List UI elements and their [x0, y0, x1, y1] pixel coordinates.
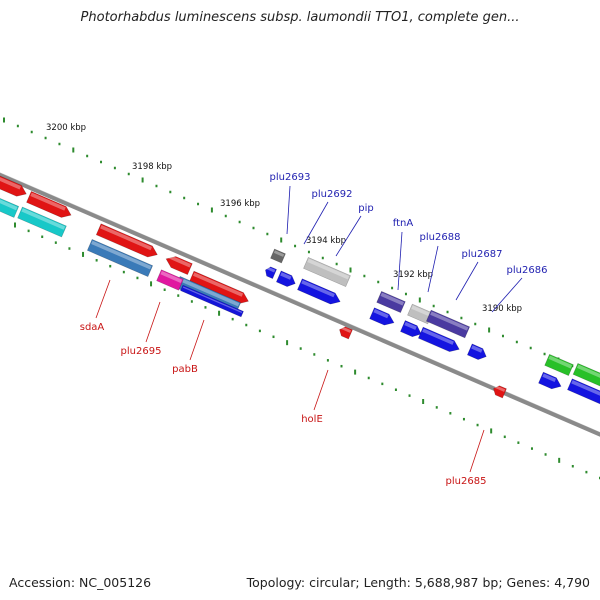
gene-label[interactable]: plu2692 [312, 189, 353, 200]
gene-feature[interactable] [425, 309, 471, 339]
gene-feature[interactable] [86, 238, 154, 278]
gene-feature[interactable] [538, 371, 562, 390]
accession-text: Accession: NC_005126 [9, 575, 152, 590]
gene-feature[interactable] [188, 270, 249, 304]
gene-feature[interactable] [0, 173, 27, 197]
map-title: Photorhabdus luminescens subsp. laumondi… [80, 10, 520, 25]
gene-feature[interactable] [180, 284, 244, 318]
scale-label: 3190 kbp [482, 304, 522, 314]
label-leader-line [95, 279, 111, 319]
gene-feature[interactable] [493, 385, 507, 399]
gene-label[interactable]: plu2693 [270, 172, 311, 183]
label-leader-line [145, 301, 161, 343]
scale-label: 3196 kbp [220, 199, 260, 209]
gene-label[interactable]: plu2688 [420, 232, 461, 243]
gene-feature[interactable] [339, 326, 353, 340]
gene-features [0, 173, 600, 405]
tick-dots [3, 117, 600, 480]
label-leader-line [397, 231, 403, 291]
label-leader-line [469, 429, 485, 473]
gene-label[interactable]: plu2695 [121, 346, 162, 357]
backbone-line [0, 172, 600, 437]
gene-label[interactable]: pip [358, 203, 373, 214]
gene-feature[interactable] [26, 190, 72, 218]
gene-feature[interactable] [275, 270, 296, 287]
scale-label: 3198 kbp [132, 162, 172, 172]
gene-feature[interactable] [0, 191, 20, 218]
label-leader-line [455, 261, 479, 301]
gene-feature[interactable] [265, 266, 277, 279]
gene-feature[interactable] [400, 320, 422, 338]
label-leader-line [313, 369, 329, 411]
gene-label[interactable]: sdaA [80, 322, 105, 333]
label-leader-line [303, 201, 329, 245]
labels: 3200 kbp 3198 kbp 3196 kbp 3194 kbp 3192 kbp… [46, 123, 547, 487]
gene-feature[interactable] [95, 223, 158, 258]
gene-feature[interactable] [270, 248, 286, 264]
gene-feature[interactable] [165, 254, 193, 276]
scale-label: 3200 kbp [46, 123, 86, 133]
scale-label: 3194 kbp [306, 236, 346, 246]
label-leader-line [335, 215, 362, 257]
label-leader-line [427, 245, 439, 293]
gene-label[interactable]: plu2686 [507, 265, 548, 276]
topology-text: Topology: circular; Length: 5,688,987 bp… [246, 575, 590, 590]
gene-label[interactable]: plu2687 [462, 249, 503, 260]
gene-feature[interactable] [417, 326, 460, 352]
label-leader-line [189, 319, 205, 361]
gene-feature[interactable] [369, 307, 395, 326]
backbone [0, 172, 600, 437]
gene-feature[interactable] [303, 256, 351, 288]
gene-label[interactable]: holE [301, 414, 323, 425]
gene-feature[interactable] [17, 206, 67, 238]
gene-label[interactable]: plu2685 [446, 476, 487, 487]
gene-feature[interactable] [544, 353, 574, 377]
gene-feature[interactable] [156, 269, 184, 291]
gene-feature[interactable] [297, 278, 341, 305]
gene-feature[interactable] [466, 343, 487, 360]
label-leader-line [286, 185, 291, 235]
label-leader-line [491, 277, 523, 313]
gene-label[interactable]: ftnA [393, 218, 414, 229]
gene-feature[interactable] [376, 290, 406, 314]
gene-label[interactable]: pabB [172, 364, 198, 375]
scale-label: 3192 kbp [393, 270, 433, 280]
gene-feature[interactable] [407, 303, 433, 325]
